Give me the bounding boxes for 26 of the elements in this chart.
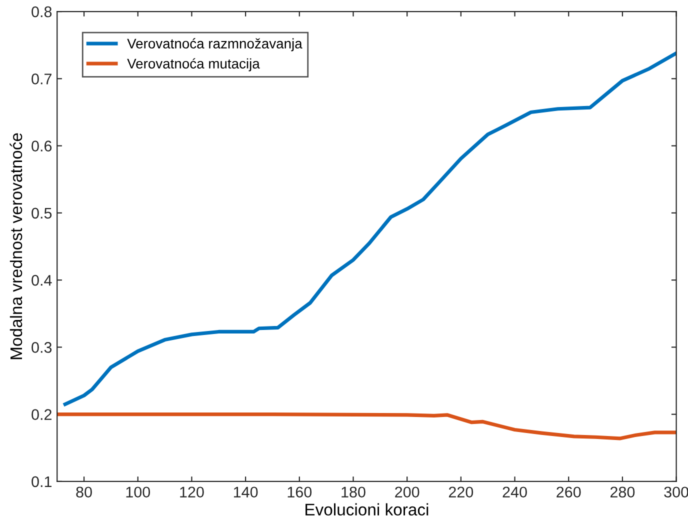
y-tick-label: 0.2 — [32, 409, 52, 420]
x-tick-label: 220 — [448, 486, 474, 498]
x-tick-label: 140 — [234, 486, 258, 498]
x-tick-label: 100 — [126, 486, 150, 498]
x-tick-label: 160 — [288, 486, 312, 498]
x-tick-label: 280 — [610, 486, 635, 498]
x-tick-label: 80 — [76, 486, 92, 498]
legend-label: Verovatnoća mutacija — [127, 58, 260, 72]
y-tick-label: 0.5 — [32, 208, 52, 219]
x-axis-title: Evolucioni koraci — [306, 503, 428, 516]
y-tick-label: 0.1 — [32, 476, 52, 488]
x-tick-label: 180 — [342, 486, 366, 498]
x-tick-label: 300 — [664, 486, 688, 498]
y-axis-title: Modalna vrednost verovatnoće — [10, 133, 22, 360]
line-series — [57, 412, 676, 440]
y-tick-label: 0.8 — [32, 6, 52, 18]
legend-label: Verovatnoća razmnožavanja — [127, 38, 302, 52]
x-tick-label: 240 — [502, 486, 527, 498]
y-tick-label: 0.3 — [32, 342, 52, 353]
line-series — [63, 51, 676, 406]
y-tick-label: 0.6 — [32, 140, 52, 152]
y-tick-label: 0.4 — [32, 274, 52, 286]
x-tick-label: 200 — [395, 486, 420, 498]
x-tick-label: 260 — [556, 486, 581, 498]
y-tick-label: 0.7 — [32, 74, 52, 84]
x-tick-label: 120 — [180, 486, 204, 498]
